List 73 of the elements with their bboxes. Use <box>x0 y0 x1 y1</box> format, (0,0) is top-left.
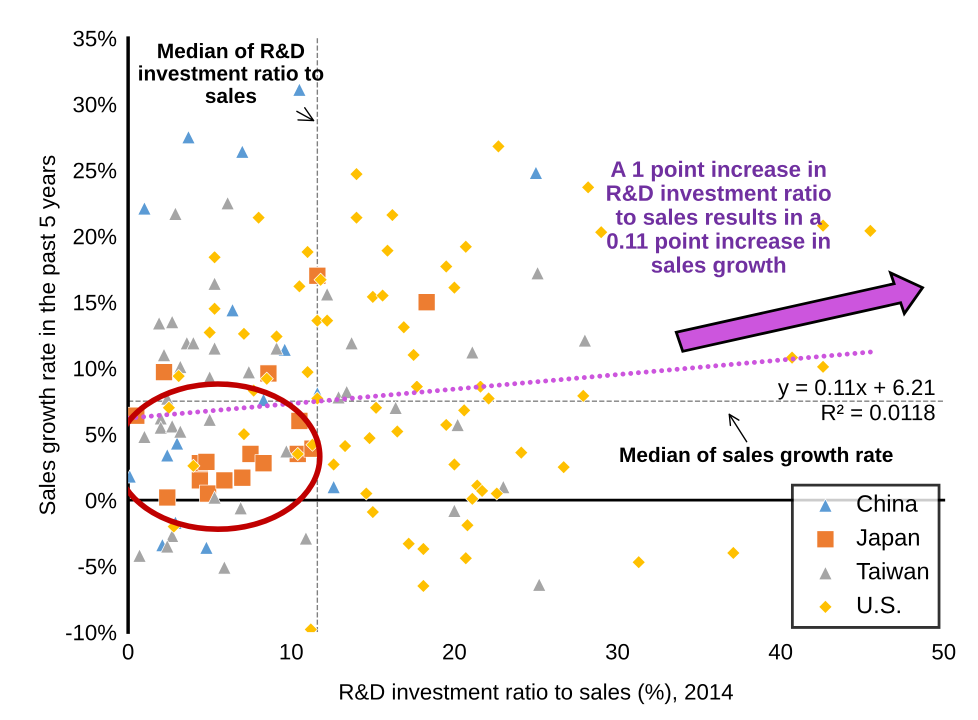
point <box>530 266 545 280</box>
annotation: y = 0.11x + 6.21 <box>778 380 935 400</box>
point <box>233 468 252 487</box>
point <box>532 578 546 592</box>
annotation: A 1 point increase in R&D investment ratio to sales results in a 0.11 point increase in sales growth <box>607 160 831 278</box>
point <box>254 454 272 472</box>
legend-label: U.S. <box>858 596 900 614</box>
point <box>234 501 248 516</box>
x-tick-label: 40 <box>768 644 792 660</box>
point <box>158 488 176 506</box>
x-tick-label: 0 <box>122 644 134 660</box>
point <box>388 400 403 415</box>
point <box>326 480 341 494</box>
point <box>137 202 152 216</box>
point <box>465 345 480 360</box>
y-tick-label: 25% <box>74 162 116 178</box>
y-tick-label: -10% <box>66 624 116 640</box>
point <box>220 196 235 210</box>
point <box>198 453 216 471</box>
point <box>160 448 174 462</box>
ref-line-label: Median of R&D investment ratio to sales <box>139 42 324 104</box>
x-axis-title: R&D investment ratio to sales (%), 2014 <box>340 683 733 704</box>
point <box>418 293 436 312</box>
annotation: R² = 0.0118 <box>822 404 935 420</box>
legend-label: Taiwan <box>856 562 928 580</box>
point <box>279 444 294 458</box>
y-tick-label: 15% <box>74 294 116 310</box>
point <box>529 166 543 180</box>
point <box>152 316 166 330</box>
point <box>450 418 465 432</box>
legend-label: Japan <box>856 529 919 550</box>
point <box>132 548 146 563</box>
y-tick-label: 0% <box>86 492 116 508</box>
point <box>165 315 180 329</box>
y-tick-label: 30% <box>73 96 116 112</box>
x-tick-label: 10 <box>280 644 303 660</box>
point <box>216 472 234 490</box>
point <box>155 363 173 381</box>
point <box>137 430 152 444</box>
point <box>208 341 222 356</box>
point <box>447 504 462 518</box>
point <box>154 420 168 434</box>
point <box>292 82 306 97</box>
point <box>298 532 313 546</box>
y-tick-label: 35% <box>73 30 116 46</box>
point <box>199 540 214 555</box>
y-tick-label: 20% <box>74 228 116 244</box>
point <box>168 206 182 221</box>
x-tick-label: 50 <box>932 644 956 660</box>
y-axis-title: Sales growth rate in the past 5 years <box>38 156 60 514</box>
point <box>160 539 174 554</box>
ref-line-label: Median of sales growth rate <box>620 446 893 466</box>
x-tick-label: 20 <box>443 644 466 660</box>
point <box>242 365 256 380</box>
point <box>165 419 180 434</box>
point <box>344 336 359 350</box>
point <box>226 303 240 318</box>
y-tick-label: 10% <box>74 360 116 376</box>
point <box>320 287 334 302</box>
point <box>157 348 171 362</box>
point <box>182 130 196 144</box>
point <box>270 341 284 356</box>
legend-label: China <box>857 494 918 512</box>
y-tick-label: 5% <box>86 426 116 442</box>
point <box>578 334 592 348</box>
point <box>235 144 250 159</box>
y-tick-label: -5% <box>78 558 116 574</box>
point <box>202 412 217 427</box>
point <box>208 276 222 291</box>
point <box>186 336 200 350</box>
x-tick-label: 30 <box>606 644 629 660</box>
point <box>173 424 188 438</box>
point <box>217 560 232 574</box>
